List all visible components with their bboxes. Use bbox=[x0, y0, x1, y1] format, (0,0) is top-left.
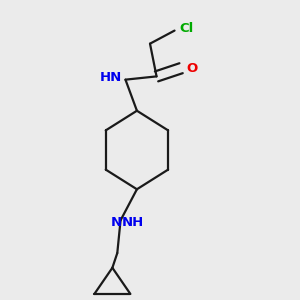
Text: HN: HN bbox=[100, 70, 122, 83]
Text: O: O bbox=[186, 62, 197, 75]
Text: Cl: Cl bbox=[179, 22, 194, 35]
Text: NH: NH bbox=[122, 217, 144, 230]
Text: N: N bbox=[111, 217, 122, 230]
